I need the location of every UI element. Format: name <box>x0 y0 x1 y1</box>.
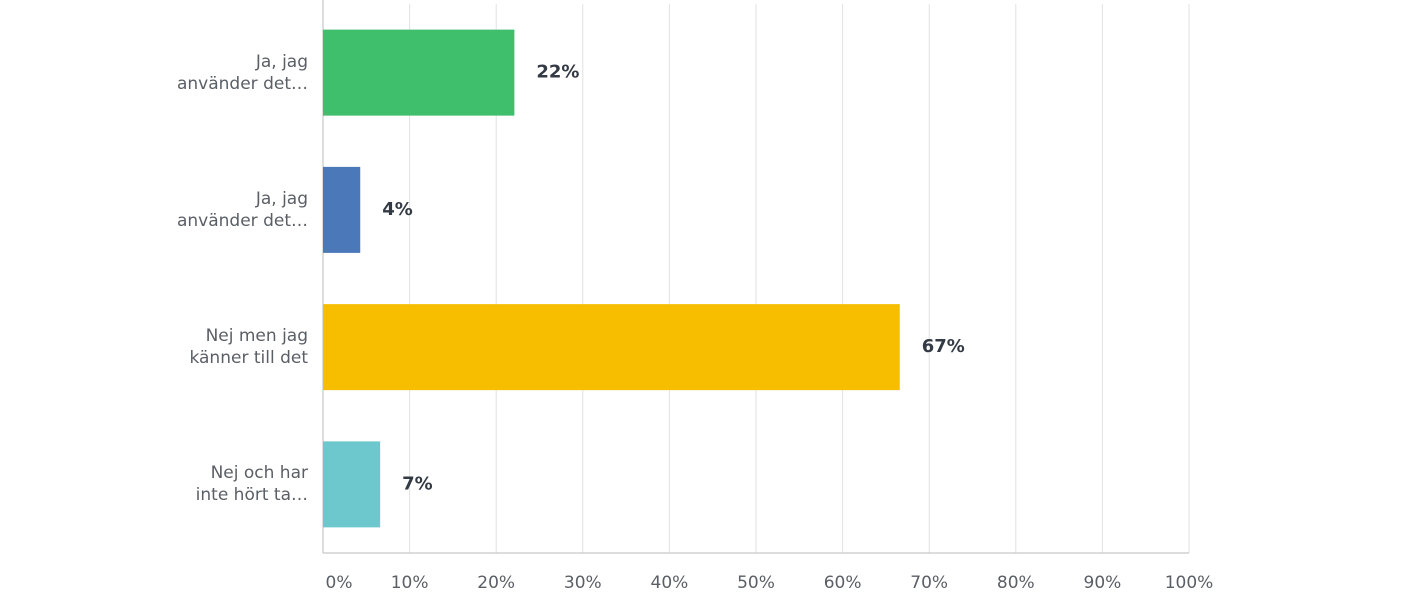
bar <box>323 29 515 116</box>
bar <box>323 304 900 391</box>
bar <box>323 441 381 528</box>
x-tick-label: 90% <box>1084 573 1122 593</box>
value-label: 7% <box>402 473 433 494</box>
value-label: 22% <box>536 62 579 83</box>
category-label: Ja, jag använder det… <box>176 188 308 231</box>
value-label: 4% <box>382 199 413 220</box>
x-tick-label: 40% <box>651 573 689 593</box>
x-tick-label: 0% <box>326 573 353 593</box>
category-label: Nej men jag känner till det <box>189 326 308 369</box>
category-label: Ja, jag använder det… <box>176 51 308 94</box>
value-label: 67% <box>922 336 965 357</box>
x-tick-label: 20% <box>477 573 515 593</box>
bar <box>323 166 361 253</box>
x-tick-label: 70% <box>910 573 948 593</box>
x-tick-label: 10% <box>391 573 429 593</box>
x-tick-label: 30% <box>564 573 602 593</box>
x-tick-label: 60% <box>824 573 862 593</box>
category-label: Nej och har inte hört ta… <box>195 463 308 506</box>
x-tick-label: 100% <box>1165 573 1214 593</box>
x-tick-label: 50% <box>737 573 775 593</box>
x-tick-label: 80% <box>997 573 1035 593</box>
